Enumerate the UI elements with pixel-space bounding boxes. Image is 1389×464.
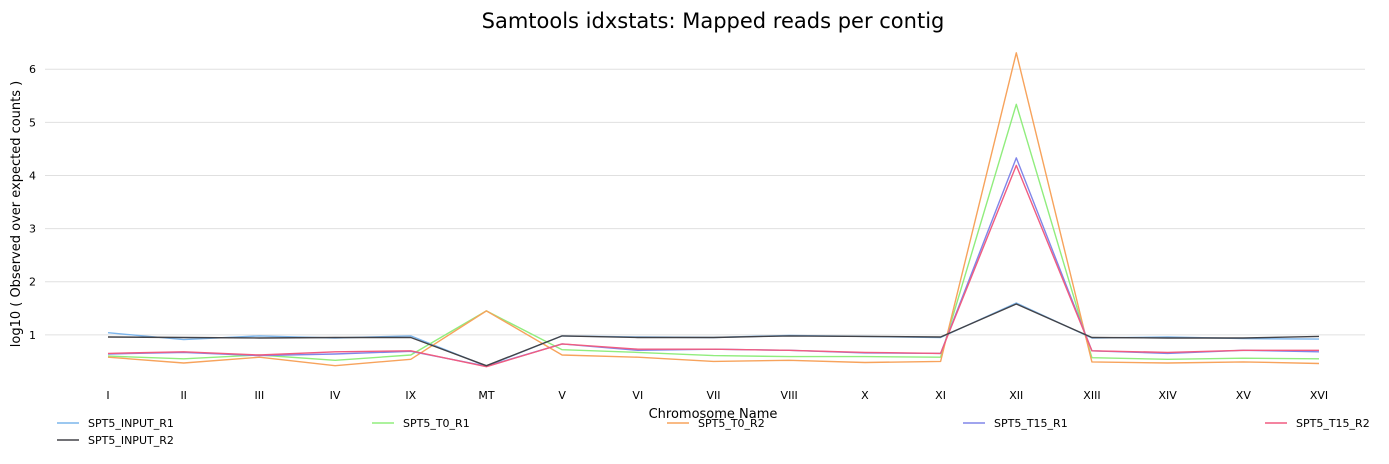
y-tick-labels: 1 2 3 4 5 6 (29, 63, 36, 342)
y-tick-label: 1 (29, 329, 36, 342)
x-tick-label: IX (405, 389, 416, 402)
series-line-spt5-input-r2 (107, 303, 1320, 367)
x-tick-label: VI (632, 389, 643, 402)
x-tick-labels: I II III IV IX MT V VI VII VIII X XI XII XIII XIV XV XVI (106, 389, 1328, 402)
legend-item-spt5-t15-r2: SPT5_T15_R2 (1265, 417, 1370, 430)
legend-item-spt5-input-r2: SPT5_INPUT_R2 (57, 434, 174, 447)
x-tick-label: II (180, 389, 187, 402)
legend-item-spt5-t0-r2: SPT5_T0_R2 (667, 417, 765, 430)
y-tick-label: 6 (29, 63, 36, 76)
x-tick-label: XIV (1158, 389, 1177, 402)
series-line-spt5-t0-r2 (107, 52, 1320, 367)
legend-label: SPT5_INPUT_R2 (88, 434, 174, 447)
y-tick-label: 5 (29, 116, 36, 129)
x-tick-label: VII (706, 389, 720, 402)
legend-label: SPT5_INPUT_R1 (88, 417, 174, 430)
x-tick-label: XV (1236, 389, 1252, 402)
legend-label: SPT5_T0_R2 (698, 417, 765, 430)
x-tick-label: XII (1009, 389, 1023, 402)
x-tick-label: IV (330, 389, 341, 402)
legend-label: SPT5_T15_R1 (994, 417, 1068, 430)
series-lines (107, 52, 1320, 368)
x-tick-label: XIII (1083, 389, 1100, 402)
legend-label: SPT5_T0_R1 (403, 417, 470, 430)
series-line-spt5-t0-r1 (107, 103, 1320, 361)
y-tick-label: 2 (29, 276, 36, 289)
x-tick-label: MT (478, 389, 494, 402)
y-tick-label: 3 (29, 223, 36, 236)
legend-item-spt5-t15-r1: SPT5_T15_R1 (963, 417, 1068, 430)
y-tick-label: 4 (29, 169, 36, 182)
legend-item-spt5-input-r1: SPT5_INPUT_R1 (57, 417, 174, 430)
x-tick-label: III (255, 389, 265, 402)
x-tick-label: I (106, 389, 109, 402)
x-axis-label: Chromosome Name (649, 407, 778, 422)
legend-item-spt5-t0-r1: SPT5_T0_R1 (372, 417, 470, 430)
series-line-spt5-t15-r2 (107, 164, 1319, 368)
x-tick-label: VIII (781, 389, 798, 402)
chart-title: Samtools idxstats: Mapped reads per cont… (482, 9, 945, 33)
legend-label: SPT5_T15_R2 (1296, 417, 1370, 430)
x-tick-label: XVI (1310, 389, 1328, 402)
x-tick-label: V (558, 389, 566, 402)
grid-lines (45, 68, 1365, 336)
x-tick-label: X (861, 389, 869, 402)
x-tick-label: XI (935, 389, 946, 402)
y-axis-label: log10 ( Observed over expected counts ) (9, 81, 24, 348)
legend: SPT5_INPUT_R1 SPT5_T0_R1 SPT5_T0_R2 SPT5_T1… (57, 417, 1370, 447)
